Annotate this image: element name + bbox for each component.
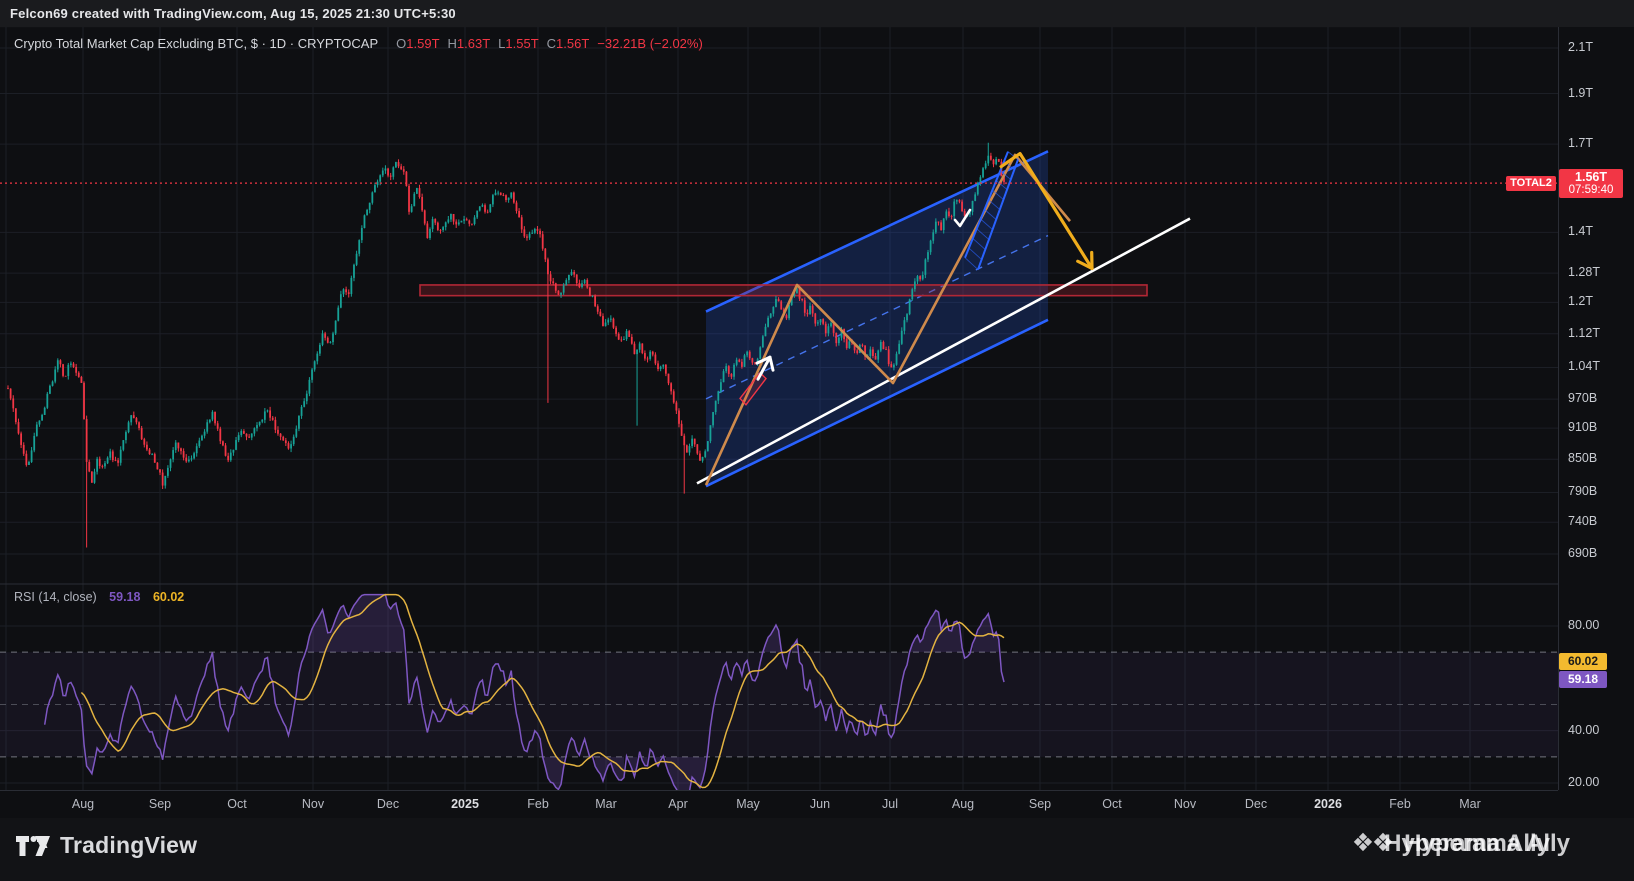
price-tick-label: 1.12T [1568,325,1600,340]
channel-watermark: ❖ Hyperama Ally [1351,829,1550,857]
grid-lines [0,27,1558,790]
rsi-tick-label: 40.00 [1568,722,1600,737]
check-mark-drawing[interactable] [953,208,972,228]
wedge-flag-drawing[interactable] [964,151,1019,270]
rsi-ma-value: 60.02 [152,590,185,604]
time-tick-label: Aug [71,797,95,811]
time-tick-label: Dec [1244,797,1268,811]
time-tick-label: May [736,797,760,811]
price-tick-label: 850B [1568,451,1598,466]
rsi-tick-label: 80.00 [1568,618,1600,632]
price-tick-label: 1.9T [1568,85,1594,100]
ohlc-value: 1.63T [456,36,491,51]
candlestick-series [7,142,1005,548]
mini-flag-drawing[interactable] [739,371,767,406]
tradingview-logo[interactable]: TradingView [16,832,197,859]
time-tick-label: Oct [227,797,247,811]
rsi-oversold-fill [595,756,624,781]
rsi-oversold-fill [642,756,648,766]
time-tick-label: Feb [1389,797,1411,811]
rsi-value: 59.18 [109,590,141,604]
rsi-indicator-name[interactable]: RSI (14, close) [14,590,97,604]
time-tick-label: Jun [809,797,831,811]
symbol-title[interactable]: Crypto Total Market Cap Excluding BTC, $… [14,36,379,51]
ohlc-key: H [447,36,457,51]
price-tick-label: 970B [1568,391,1598,406]
time-tick-label: Jul [882,797,898,811]
bar-countdown: 07:59:40 [1568,184,1614,197]
footer-bar: TradingView ❖ Hyperama Ally ❖ Hyperama All… [0,818,1634,881]
chart-plot-canvas[interactable] [0,27,1558,790]
ohlc-value: 1.56T [556,36,590,51]
price-tick-label: 910B [1568,420,1598,435]
rsi-oversold-fill [542,756,564,790]
rsi-oversold-fill [655,756,661,767]
tradingview-logo-icon [16,835,50,856]
ohlc-value: 1.55T [505,36,539,51]
time-tick-label: Sep [1028,797,1052,811]
time-tick-label: 2026 [1314,797,1342,811]
rsi-legend: RSI (14, close) 59.18 60.02 [14,590,184,604]
time-tick-label: 2025 [451,797,479,811]
symbol-price-label: TOTAL2 [1506,176,1556,192]
ohlc-key: L [498,36,506,51]
rsi-value-badge: 59.18 [1559,671,1607,689]
rsi-ma-line [80,593,1005,789]
time-tick-label: Sep [148,797,172,811]
time-tick-label: Mar [1459,797,1481,811]
attribution-text: Felcon69 created with TradingView.com, A… [10,6,456,21]
time-tick-label: Dec [376,797,400,811]
price-tick-label: 1.7T [1568,136,1594,151]
time-tick-label: Nov [301,797,325,811]
ohlc-key: C [546,36,557,51]
yellow-projection-arrow[interactable] [999,151,1094,271]
price-tick-label: 2.1T [1568,40,1594,54]
channel-watermark-overlap: ❖ Hyperama Ally [1371,829,1570,857]
ohlc-values: O1.59T H1.63T L1.55T C1.56T [388,36,589,51]
time-tick-label: Nov [1173,797,1197,811]
price-tick-label: 690B [1568,546,1598,560]
price-tick-label: 1.4T [1568,224,1594,239]
supply-zone-drawing[interactable] [419,284,1148,297]
tradingview-logo-text: TradingView [60,832,198,858]
price-tick-label: 1.28T [1568,265,1600,280]
white-trendline-drawing[interactable] [696,217,1191,485]
rsi-line [43,593,1005,790]
price-tick-label: 1.2T [1568,294,1594,309]
price-tick-label: 790B [1568,484,1598,499]
rsi-tick-label: 20.00 [1568,775,1600,789]
diamond-icon: ❖ [1371,829,1395,857]
time-tick-label: Aug [951,797,975,811]
time-tick-label: Feb [527,797,549,811]
price-tick-label: 1.04T [1568,359,1600,374]
time-axis[interactable]: Aug Sep Oct Nov Dec 2025 Feb Mar Apr May Jun Jul Aug… [0,790,1558,819]
diamond-icon: ❖ [1351,829,1375,857]
time-tick-label: Mar [595,797,617,811]
price-tick-label: 740B [1568,514,1598,529]
change-value: −32.21B (−2.02%) [597,36,703,51]
last-price-value: 1.56T [1575,170,1607,185]
parallel-channel-drawing[interactable] [705,150,1049,488]
ohlc-value: 1.59T [406,36,440,51]
symbol-legend: Crypto Total Market Cap Excluding BTC, $… [14,36,703,51]
up-arrow-drawing[interactable] [755,355,775,381]
rsi-overbought-fill [762,625,782,653]
rsi-overbought-fill [972,613,999,653]
time-tick-label: Oct [1102,797,1122,811]
attribution-bar: Felcon69 created with TradingView.com, A… [0,0,1634,28]
time-tick-label: Apr [668,797,688,811]
last-price-badge: 1.56T 07:59:40 [1559,169,1623,199]
rsi-ma-badge: 60.02 [1559,653,1607,671]
rsi-overbought-fill [909,610,963,653]
ohlc-key: O [396,36,407,51]
